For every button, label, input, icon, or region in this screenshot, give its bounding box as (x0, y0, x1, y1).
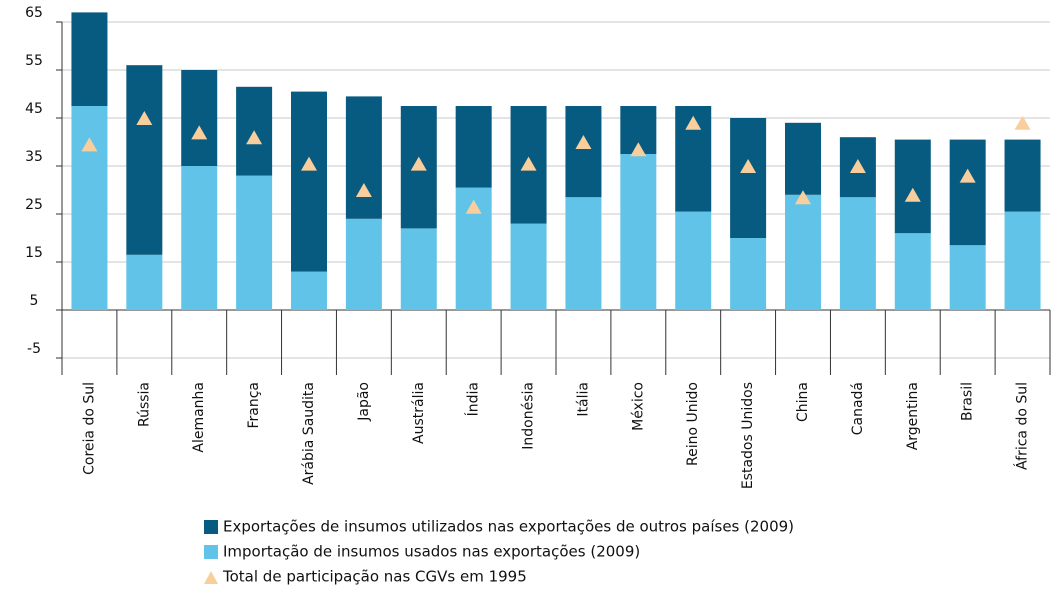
marker-triangle (465, 199, 482, 214)
marker-triangle (191, 125, 208, 140)
y-tick-label: 55 (25, 53, 43, 69)
bar-segment (785, 194, 821, 310)
x-tick-label: México (630, 382, 646, 431)
x-tick-label: Japão (356, 382, 372, 422)
marker-triangle (575, 135, 592, 149)
marker-triangle (355, 183, 372, 197)
marker-triangle (795, 190, 811, 205)
marker-triangle (849, 159, 866, 173)
y-tick-label: 35 (25, 149, 43, 165)
bar-segment (291, 91, 327, 272)
bar-segment (71, 12, 108, 106)
marker-triangle (740, 159, 757, 173)
x-tick-label: Arábia Saudita (301, 382, 317, 485)
marker-triangle (81, 137, 98, 152)
bar-segment (675, 211, 712, 310)
y-tick-label: 15 (25, 245, 43, 261)
y-tick-label: 25 (25, 197, 43, 213)
marker-triangle (136, 111, 153, 125)
bar-segment (126, 65, 163, 255)
y-tick-label: 45 (25, 101, 43, 117)
bar-segment (620, 154, 657, 310)
marker-triangle (904, 187, 921, 202)
bar-segment (949, 139, 986, 246)
legend: Exportações de insumos utilizados nas ex… (204, 518, 794, 586)
y-tick-label: -5 (27, 341, 41, 357)
marker-triangle (959, 168, 976, 183)
bar-segment (455, 106, 492, 188)
marker-triangle (520, 156, 537, 171)
marker-triangle (301, 156, 317, 171)
bar-segment (345, 96, 382, 219)
x-tick-label: Brasil (960, 382, 976, 421)
bar-segment (181, 70, 218, 166)
x-tick-label: Alemanha (191, 382, 207, 453)
x-tick-label: Indonésia (521, 382, 537, 450)
bar-segment (894, 139, 931, 234)
x-tick-label: Argentina (905, 382, 921, 450)
bar-segment (949, 245, 986, 310)
bar-segment (839, 197, 876, 310)
marker-triangle (685, 115, 702, 130)
marker-triangle (410, 156, 427, 171)
bar-segment (730, 238, 767, 310)
legend-label: Total de participação nas CGVs em 1995 (222, 568, 527, 586)
x-tick-label: França (246, 382, 262, 429)
legend-label: Exportações de insumos utilizados nas ex… (223, 518, 794, 536)
x-tick-label: Coreia do Sul (81, 382, 97, 475)
bar-segment (894, 233, 931, 310)
x-tick-label: Estados Unidos (740, 382, 756, 489)
x-tick-label: Canadá (850, 382, 866, 435)
legend-label: Importação de insumos usados nas exporta… (223, 543, 640, 561)
x-tick-label: China (795, 382, 811, 422)
bar-segment (785, 122, 821, 195)
x-tick-label: Itália (575, 382, 591, 417)
bar-segment (730, 118, 767, 238)
x-tick-label: Índia (465, 382, 482, 416)
marker-triangle (1014, 115, 1031, 130)
bar-segment (181, 166, 218, 310)
bar-segment (1004, 211, 1041, 310)
bar-segment (510, 223, 547, 310)
x-tick-label: África do Sul (1014, 382, 1031, 470)
bar-segment (291, 271, 327, 310)
marker-triangle (246, 130, 263, 145)
bar-segment (71, 106, 108, 310)
bar-segment (345, 218, 382, 310)
bar-segment (400, 228, 437, 310)
bar-segment (236, 175, 273, 310)
legend-swatch (204, 571, 218, 584)
bar-segment (565, 197, 602, 310)
x-tick-label: Rússia (136, 382, 152, 427)
x-tick-label: Reino Unido (685, 382, 701, 466)
bar-segment (1004, 139, 1041, 212)
x-tick-label: Austrália (411, 382, 427, 444)
bar-segment (126, 254, 163, 310)
y-tick-label: 65 (25, 5, 43, 21)
legend-swatch (204, 520, 218, 534)
legend-swatch (204, 545, 218, 559)
y-tick-label: 5 (30, 293, 39, 309)
bar-segment (565, 106, 602, 198)
marker-triangle (630, 142, 647, 157)
